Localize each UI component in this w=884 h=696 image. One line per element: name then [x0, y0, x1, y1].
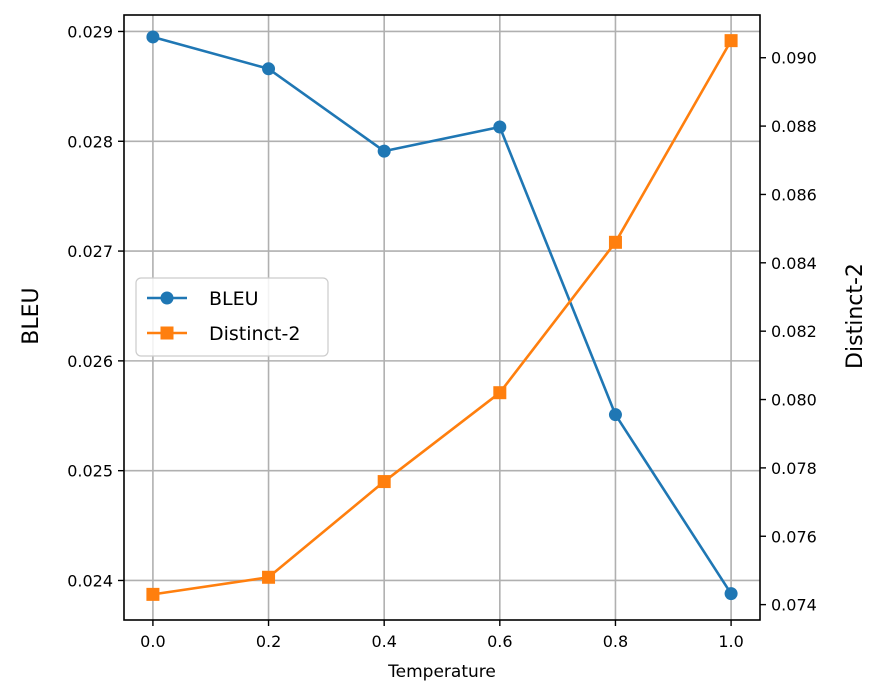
y-left-tick-label: 0.025	[67, 462, 113, 481]
data-point-distinct-2	[377, 475, 391, 489]
y-right-tick-label: 0.080	[771, 391, 817, 410]
y-left-tick-label: 0.027	[67, 242, 113, 261]
data-point-distinct-2	[724, 34, 738, 48]
x-tick-label: 1.0	[718, 632, 743, 651]
y-right-tick-label: 0.088	[771, 117, 817, 136]
series-line-distinct-2	[152, 39, 733, 596]
grid	[124, 15, 760, 620]
data-point-distinct-2	[493, 386, 507, 400]
data-point-distinct-2	[146, 587, 160, 601]
legend-label-bleu: BLEU	[209, 288, 259, 310]
data-point-bleu	[724, 587, 738, 601]
y-right-tick-label: 0.086	[771, 185, 817, 204]
y-axis-right: 0.074 0.076 0.078 0.080 0.082 0.084 0.086 0.088…	[760, 49, 817, 615]
y-right-tick-label: 0.082	[771, 322, 817, 341]
plot-frame	[123, 14, 761, 621]
data-point-distinct-2	[608, 235, 622, 249]
y-right-tick-label: 0.074	[771, 596, 817, 615]
y-right-tick-label: 0.090	[771, 49, 817, 68]
y-axis-left-title: BLEU	[19, 287, 44, 344]
x-axis: 0.0 0.2 0.4 0.6 0.8 1.0	[140, 620, 744, 651]
y-left-tick-label: 0.026	[67, 352, 113, 371]
x-axis-title: Temperature	[387, 662, 496, 682]
y-left-tick-label: 0.028	[67, 132, 113, 151]
legend-marker-bleu	[160, 291, 174, 305]
y-right-tick-label: 0.076	[771, 527, 817, 546]
data-point-bleu	[146, 30, 160, 44]
legend-label-distinct-2: Distinct-2	[209, 323, 300, 345]
y-right-tick-label: 0.084	[771, 254, 817, 273]
data-point-bleu	[493, 120, 507, 134]
x-tick-label: 0.8	[603, 632, 628, 651]
data-point-bleu	[608, 408, 622, 422]
series-line-bleu	[152, 35, 733, 595]
data-point-distinct-2	[262, 570, 276, 584]
plot-series	[146, 30, 738, 601]
y-axis-left: 0.024 0.025 0.026 0.027 0.028 0.029	[67, 22, 124, 590]
legend: BLEU Distinct-2	[135, 277, 329, 357]
y-axis-right-title: Distinct-2	[843, 263, 868, 369]
x-tick-label: 0.2	[256, 632, 281, 651]
x-tick-label: 0.4	[371, 632, 396, 651]
y-right-tick-label: 0.078	[771, 459, 817, 478]
legend-marker-distinct-2	[160, 326, 174, 340]
data-point-bleu	[377, 144, 391, 158]
y-left-tick-label: 0.024	[67, 571, 113, 590]
x-tick-label: 0.0	[140, 632, 165, 651]
y-left-tick-label: 0.029	[67, 22, 113, 41]
x-tick-label: 0.6	[487, 632, 512, 651]
data-point-bleu	[262, 62, 276, 76]
